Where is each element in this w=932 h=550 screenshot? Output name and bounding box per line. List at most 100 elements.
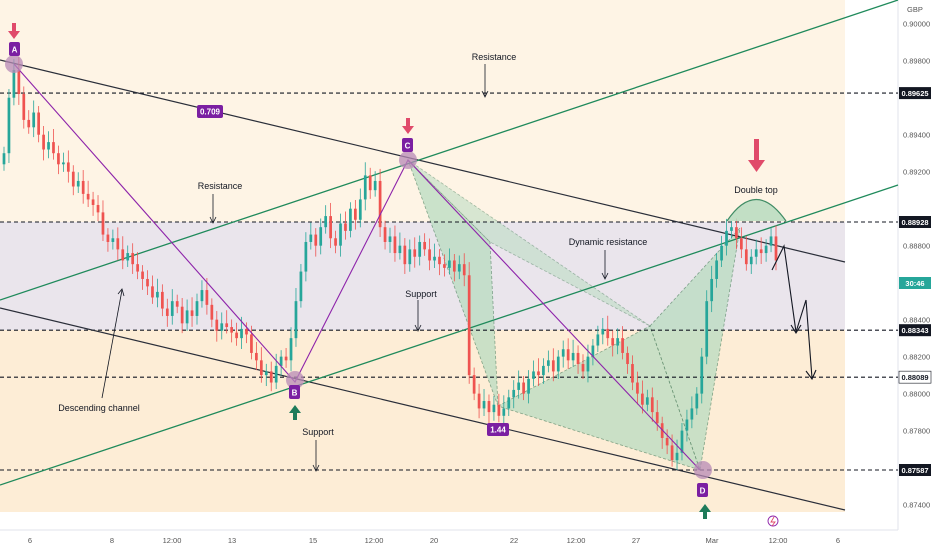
candle-body [353,208,357,220]
candle-body [551,360,555,372]
candle-body [37,112,41,135]
candle-body [626,352,629,365]
candle-body [334,238,337,246]
x-tick-12: 6 [836,536,840,545]
harmonic-triangle-right [649,226,741,471]
candle-body [680,430,684,453]
ratio-label-1: 0.709 [200,108,221,117]
x-tick-1: 8 [110,536,114,545]
candle-body [576,352,580,365]
price-tags: 0.89625 0.88928 0.88343 0.88089 0.87587 [898,87,932,476]
candle-body [274,365,278,383]
pointer-support-mid-head [414,324,422,332]
time-axis-ticks: 6 8 12:00 13 15 12:00 20 22 12:00 27 Mar 12:00 6 [28,536,840,545]
candle-body [141,271,144,279]
candle-body [720,245,723,261]
candle-body [522,382,525,394]
candle-body [225,323,229,328]
candle-body [284,356,288,361]
ascending-line-upper[interactable] [0,0,899,301]
arrow-down-double-top-icon [748,139,765,172]
point-label-b-box[interactable] [289,385,300,399]
candle-body [264,371,268,376]
candle-body [472,375,476,394]
candle-body [96,204,100,213]
candle-body [690,408,694,420]
annotation-support-bottom: Support [302,427,334,437]
candle-body [195,301,199,316]
candle-body [2,153,6,165]
annotation-dynamic-resistance: Dynamic resistance [569,237,648,247]
candle-body [586,356,590,372]
price-tag-2: 0.88343 [901,326,928,335]
price-tag-box-3[interactable] [898,370,932,384]
x-tick-2: 12:00 [163,536,182,545]
candle-body [279,356,283,366]
candle-body [695,393,699,409]
candle-body [655,412,659,424]
candle-body [136,264,139,272]
harmonic-pattern-xabcd[interactable] [13,63,701,471]
pointer-dynamic-resistance-head [601,272,609,280]
candle-body [220,323,224,331]
candle-body [245,328,248,335]
ratio-label-1-box[interactable] [197,105,223,118]
projection-arrowhead-2 [805,369,817,381]
candle-body [408,249,412,265]
candle-body [403,245,407,265]
candle-body [606,328,610,339]
price-tag-box-4[interactable] [899,464,931,476]
candle-body [250,334,253,353]
double-top-arc[interactable] [726,198,787,222]
price-tag-box-0[interactable] [899,87,931,100]
price-tag-box-2[interactable] [899,324,931,337]
candle-body [324,216,328,228]
candle-body [393,236,397,254]
point-label-b: B [292,389,298,398]
candle-body [759,249,763,254]
current-price-tag-box[interactable] [899,277,931,289]
candle-body [289,338,293,361]
candle-body [131,253,135,265]
annotation-descending-channel: Descending channel [58,403,140,413]
candle-body [774,236,778,261]
candle-body [126,253,130,261]
arrow-down-c-icon [402,118,414,134]
candle-body [492,404,496,413]
point-label-d: D [700,487,706,496]
point-label-a: A [12,46,18,55]
candle-body [561,349,565,357]
candle-body [433,256,436,261]
point-label-c-box[interactable] [402,138,413,152]
candle-body [744,249,748,265]
candle-body [423,241,427,250]
x-tick-0: 6 [28,536,32,545]
harmonic-triangle-upper [407,159,651,327]
candle-body [418,241,422,257]
descending-channel-upper[interactable] [0,59,846,263]
candle-body [373,180,377,191]
price-tag-0: 0.89625 [901,89,928,98]
candle-body [205,290,209,305]
point-label-a-box[interactable] [9,42,20,56]
point-label-d-box[interactable] [697,483,708,497]
time-axis-panel[interactable] [0,530,898,550]
candle-body [532,371,535,379]
lightning-icon[interactable] [767,515,779,527]
x-tick-8: 12:00 [567,536,586,545]
candle-body [665,438,669,446]
candle-body [294,301,298,339]
candle-body [17,69,21,95]
candle-body [185,310,189,324]
pointer-descending-channel-head [117,288,125,297]
ratio-label-2-box[interactable] [487,423,509,436]
candle-body [146,278,149,287]
price-tag-box-1[interactable] [899,216,931,228]
candle-body [235,332,238,339]
candle-body [502,408,506,416]
candle-body [413,249,417,257]
ascending-line-lower[interactable] [0,184,899,486]
candle-body [121,249,125,261]
candle-body [685,419,689,431]
